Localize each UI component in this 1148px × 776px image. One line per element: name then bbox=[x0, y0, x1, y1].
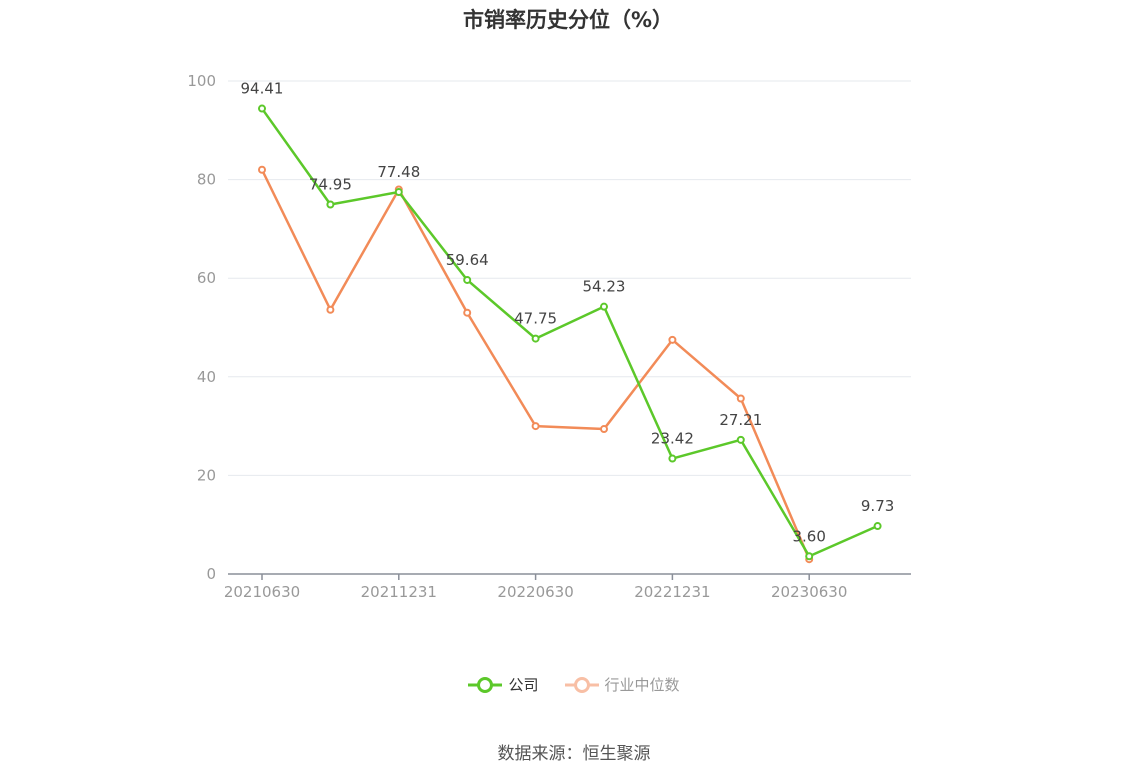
industry-point bbox=[531, 422, 540, 431]
y-tick-label: 80 bbox=[197, 171, 216, 189]
company-data-label: 23.42 bbox=[651, 430, 694, 448]
company-point bbox=[531, 334, 540, 343]
industry-point bbox=[736, 394, 745, 403]
x-tick-label: 20211231 bbox=[361, 583, 437, 601]
company-data-label: 54.23 bbox=[583, 278, 626, 296]
legend: 公司 行业中位数 bbox=[0, 674, 1148, 695]
company-point bbox=[394, 188, 403, 197]
company-point bbox=[873, 522, 882, 531]
company-series-line bbox=[260, 107, 879, 558]
company-data-label: 94.41 bbox=[241, 80, 284, 98]
company-data-label: 27.21 bbox=[719, 411, 762, 429]
legend-item-industry[interactable]: 行业中位数 bbox=[564, 674, 680, 695]
y-tick-label: 0 bbox=[206, 565, 216, 583]
company-data-label: 47.75 bbox=[514, 310, 557, 328]
legend-item-company[interactable]: 公司 bbox=[468, 674, 539, 695]
x-tick-label: 20221231 bbox=[634, 583, 710, 601]
industry-point bbox=[326, 305, 335, 314]
company-point bbox=[326, 200, 335, 209]
company-data-label: 77.48 bbox=[377, 163, 420, 181]
data-source: 数据来源：恒生聚源 bbox=[497, 744, 651, 764]
company-data-label: 59.64 bbox=[446, 251, 489, 269]
industry-point bbox=[668, 335, 677, 344]
company-point bbox=[668, 454, 677, 463]
legend-company-label: 公司 bbox=[508, 676, 539, 694]
y-tick-label: 60 bbox=[197, 269, 216, 287]
company-data-label: 74.95 bbox=[309, 175, 352, 193]
x-tick-label: 20230630 bbox=[771, 583, 847, 601]
company-data-label: 3.60 bbox=[792, 527, 825, 545]
company-data-label: 9.73 bbox=[861, 497, 894, 515]
x-tick-label: 20210630 bbox=[224, 583, 300, 601]
company-point bbox=[463, 275, 472, 284]
y-tick-label: 100 bbox=[187, 72, 216, 90]
y-tick-label: 40 bbox=[197, 368, 216, 386]
company-point bbox=[600, 302, 608, 311]
industry-series-line bbox=[260, 169, 811, 560]
industry-point bbox=[600, 425, 608, 434]
legend-industry-marker bbox=[564, 676, 599, 693]
industry-point bbox=[258, 165, 266, 174]
legend-company-marker bbox=[468, 676, 503, 693]
chart-title: 市销率历史分位（%） bbox=[462, 8, 674, 32]
industry-point bbox=[463, 308, 472, 317]
company-point bbox=[258, 104, 266, 113]
company-point bbox=[805, 552, 814, 561]
y-tick-label: 20 bbox=[197, 466, 216, 484]
company-point bbox=[736, 435, 745, 444]
x-tick-label: 20220630 bbox=[497, 583, 573, 601]
legend-industry-label: 行业中位数 bbox=[604, 676, 680, 694]
